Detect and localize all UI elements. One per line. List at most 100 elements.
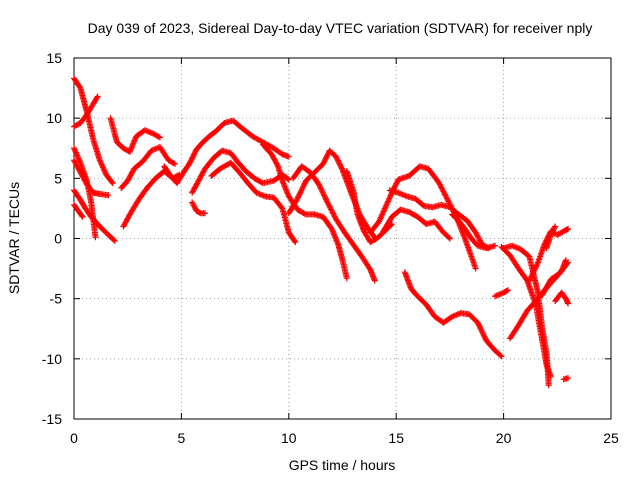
series-track-14 — [260, 141, 350, 282]
data-point — [296, 191, 303, 198]
series-track-16 — [290, 163, 378, 284]
x-tick-label: 10 — [281, 430, 297, 446]
data-point — [192, 149, 199, 156]
data-point — [188, 157, 195, 164]
data-point — [480, 330, 487, 337]
data-point — [301, 181, 308, 188]
data-point — [321, 192, 328, 199]
data-point — [202, 210, 209, 217]
data-point — [297, 190, 304, 197]
data-point — [545, 382, 552, 389]
data-point — [105, 192, 112, 199]
series-track-22 — [449, 211, 499, 252]
x-tick-label: 20 — [496, 430, 512, 446]
data-point — [316, 182, 323, 189]
data-point — [531, 266, 538, 273]
data-point — [78, 212, 85, 219]
data-point — [498, 353, 505, 360]
data-point — [529, 270, 536, 277]
chart-title: Day 039 of 2023, Sidereal Day-to-day VTE… — [88, 20, 593, 36]
data-point — [528, 273, 535, 280]
series-track-1 — [71, 75, 116, 187]
data-point — [478, 326, 485, 333]
series-track-26 — [492, 287, 511, 300]
data-point — [186, 159, 193, 166]
data-point — [79, 213, 86, 220]
y-tick-label: 15 — [46, 50, 62, 66]
data-point — [298, 187, 305, 194]
data-point — [526, 277, 533, 284]
data-point — [338, 165, 345, 172]
data-point — [472, 265, 479, 272]
x-tick-label: 0 — [70, 430, 78, 446]
data-point — [371, 277, 378, 284]
data-point — [527, 274, 534, 281]
data-point — [323, 198, 330, 205]
series-track-12 — [189, 199, 209, 217]
data-point — [285, 176, 292, 183]
data-point — [300, 183, 307, 190]
data-point — [335, 158, 342, 165]
data-point — [482, 335, 489, 342]
data-point — [320, 160, 327, 167]
data-point — [110, 236, 117, 243]
x-tick-label: 25 — [603, 430, 619, 446]
x-tick-label: 5 — [178, 430, 186, 446]
data-point — [324, 151, 331, 158]
data-point — [503, 287, 510, 294]
data-point — [565, 300, 572, 307]
data-point — [94, 93, 101, 100]
y-axis-title: SDTVAR / TECUs — [6, 182, 22, 294]
data-point — [445, 234, 452, 241]
data-point — [323, 196, 330, 203]
series-track-8 — [118, 144, 178, 191]
data-point — [394, 179, 401, 186]
data-point — [285, 153, 292, 160]
data-point — [565, 375, 572, 382]
data-point — [504, 287, 511, 294]
data-point — [322, 155, 329, 162]
data-point — [323, 154, 330, 161]
data-point — [529, 272, 536, 279]
data-point — [532, 265, 539, 272]
data-point — [479, 329, 486, 336]
data-point — [292, 239, 299, 246]
data-point — [336, 160, 343, 167]
data-point — [111, 237, 118, 244]
data-point — [334, 156, 341, 163]
data-point — [92, 234, 99, 241]
data-point — [190, 153, 197, 160]
series-track-5 — [71, 187, 118, 244]
data-point — [530, 269, 537, 276]
data-point — [317, 185, 324, 192]
data-point — [533, 262, 540, 269]
data-point — [274, 161, 281, 168]
data-point — [497, 352, 504, 359]
data-point — [76, 83, 83, 90]
series-track-21 — [401, 269, 505, 360]
data-point — [297, 188, 304, 195]
series-track-2 — [71, 93, 101, 130]
data-point — [480, 332, 487, 339]
data-point — [284, 175, 291, 182]
data-point — [170, 160, 177, 167]
data-point — [291, 237, 298, 244]
data-point — [171, 160, 178, 167]
data-point — [492, 242, 499, 249]
data-point — [337, 162, 344, 169]
series-track-28 — [543, 223, 559, 252]
data-point — [333, 154, 340, 161]
data-point — [336, 161, 343, 168]
data-point — [108, 178, 115, 185]
data-point — [324, 152, 331, 159]
data-point — [478, 328, 485, 335]
series-track-4 — [71, 157, 112, 199]
data-point — [527, 276, 534, 283]
data-point — [392, 183, 399, 190]
data-point — [338, 164, 345, 171]
data-point — [191, 150, 198, 157]
data-point — [322, 195, 329, 202]
data-point — [564, 260, 571, 267]
axis-ticks — [73, 57, 612, 420]
data-point — [317, 184, 324, 191]
